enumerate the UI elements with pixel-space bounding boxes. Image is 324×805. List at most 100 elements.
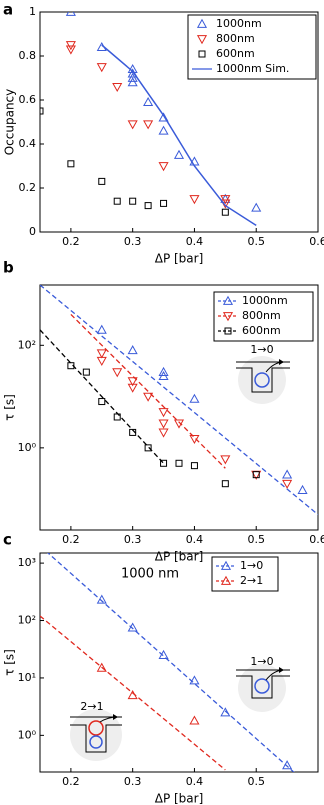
legend-label: 1000nm: [216, 17, 262, 30]
marker: [160, 459, 168, 467]
plot-frame: [39, 11, 319, 233]
plot-area: [40, 285, 318, 516]
y-axis-label: Occupancy: [3, 89, 17, 156]
marker: [96, 324, 107, 334]
x-tick-label: 0.3: [124, 533, 142, 546]
panel-label: a: [3, 1, 13, 19]
marker: [98, 398, 106, 406]
marker: [158, 408, 169, 418]
marker: [160, 199, 168, 207]
fit-line: [47, 553, 295, 772]
marker: [173, 149, 185, 159]
marker: [96, 662, 107, 672]
x-tick-label: 0.6: [309, 533, 324, 546]
marker: [143, 392, 154, 402]
plot-area: [40, 553, 306, 786]
x-tick-label: 0.3: [124, 775, 142, 788]
marker: [127, 622, 138, 632]
marker: [198, 50, 206, 58]
panel: c 0.2 0.3 0.4 0.5 10⁰ 10¹ 10² 10³ ΔP [bar] τ [s] 1→…: [3, 531, 319, 805]
legend-label: 600nm: [216, 47, 255, 60]
marker: [158, 366, 169, 376]
marker: [127, 77, 138, 87]
legend-label: 800nm: [242, 309, 281, 322]
inset-b: 1→0: [236, 343, 290, 404]
marker: [127, 120, 138, 130]
sim-line: [101, 44, 257, 227]
marker: [112, 82, 123, 93]
y-tick-label: 0.6: [19, 93, 37, 106]
marker: [175, 459, 183, 467]
marker: [65, 12, 76, 16]
marker: [190, 462, 198, 470]
marker: [127, 377, 138, 387]
y-axis-label: τ [s]: [3, 649, 17, 676]
marker: [220, 560, 232, 570]
y-tick-label: 10¹: [18, 671, 36, 684]
x-tick-label: 0.4: [186, 235, 204, 248]
marker: [98, 177, 106, 185]
marker: [222, 312, 234, 322]
panel-label: c: [3, 531, 12, 549]
marker: [158, 370, 169, 381]
marker: [67, 362, 75, 370]
x-tick-label: 0.6: [309, 235, 324, 248]
marker: [297, 484, 308, 494]
marker: [189, 393, 200, 403]
y-tick-label: 10⁰: [18, 441, 37, 454]
marker: [158, 162, 169, 172]
marker: [158, 419, 169, 429]
marker: [112, 368, 123, 378]
fit-line: [70, 313, 226, 469]
marker: [189, 195, 200, 205]
panel: a 0.2 0.3 0.4 0.5 0.6 0 0.2 0.4 0.6 0.8 1 ΔP [bar] Oc…: [3, 1, 324, 266]
marker: [158, 649, 169, 659]
x-tick-label: 0.5: [247, 235, 265, 248]
marker: [127, 689, 138, 700]
marker: [298, 778, 306, 786]
marker: [189, 434, 200, 445]
marker: [189, 675, 200, 685]
marker: [144, 202, 152, 210]
marker: [40, 107, 44, 115]
legend-label: 2→1: [240, 574, 263, 587]
y-tick-label: 10³: [18, 556, 36, 569]
inset-c1: 1→0: [236, 655, 290, 712]
marker: [129, 197, 137, 205]
marker: [282, 479, 293, 489]
y-tick-label: 0.8: [19, 49, 37, 62]
marker: [196, 18, 208, 28]
marker: [96, 63, 107, 73]
fit-line: [40, 285, 318, 516]
marker: [143, 96, 154, 107]
marker: [252, 471, 260, 479]
marker: [221, 208, 229, 216]
marker: [96, 356, 107, 366]
marker: [96, 594, 107, 604]
marker: [189, 715, 200, 725]
marker: [127, 345, 138, 355]
marker: [67, 160, 75, 168]
marker: [65, 45, 76, 55]
marker: [158, 125, 169, 135]
legend-label: 800nm: [216, 32, 255, 45]
marker: [143, 120, 154, 130]
marker: [173, 419, 185, 429]
legend-label: 1→0: [240, 559, 263, 572]
marker: [96, 349, 107, 359]
marker: [220, 455, 231, 465]
x-tick-label: 0.2: [62, 235, 80, 248]
legend-label: 600nm: [242, 324, 281, 337]
marker: [129, 428, 137, 436]
marker: [221, 480, 229, 488]
y-axis-label: τ [s]: [3, 394, 17, 421]
marker: [282, 469, 293, 479]
marker: [127, 72, 138, 82]
x-tick-label: 0.5: [247, 775, 265, 788]
panel-label: b: [3, 259, 14, 277]
y-tick-label: 0: [29, 225, 36, 238]
marker: [220, 195, 231, 205]
marker: [65, 41, 76, 51]
y-tick-label: 10²: [18, 338, 36, 351]
